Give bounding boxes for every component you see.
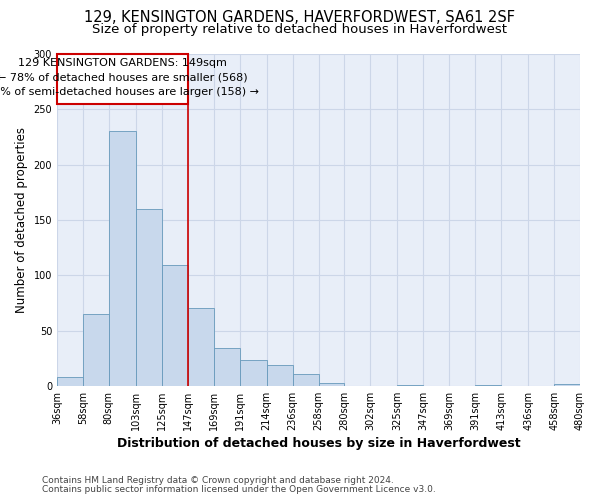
- Bar: [266, 365, 293, 386]
- Text: 129, KENSINGTON GARDENS, HAVERFORDWEST, SA61 2SF: 129, KENSINGTON GARDENS, HAVERFORDWEST, …: [85, 10, 515, 25]
- Bar: [214, 348, 239, 386]
- Bar: [293, 374, 319, 386]
- Bar: [83, 314, 109, 386]
- Bar: [554, 384, 580, 386]
- Text: 22% of semi-detached houses are larger (158) →: 22% of semi-detached houses are larger (…: [0, 87, 259, 97]
- Text: ← 78% of detached houses are smaller (568): ← 78% of detached houses are smaller (56…: [0, 73, 248, 83]
- Bar: [188, 308, 214, 386]
- Bar: [162, 266, 188, 386]
- Bar: [136, 209, 162, 386]
- Bar: [109, 132, 136, 386]
- Bar: [239, 360, 266, 386]
- Text: Contains HM Land Registry data © Crown copyright and database right 2024.: Contains HM Land Registry data © Crown c…: [42, 476, 394, 485]
- Bar: [475, 384, 501, 386]
- Text: Contains public sector information licensed under the Open Government Licence v3: Contains public sector information licen…: [42, 485, 436, 494]
- Bar: [397, 384, 424, 386]
- Bar: [57, 54, 188, 104]
- X-axis label: Distribution of detached houses by size in Haverfordwest: Distribution of detached houses by size …: [117, 437, 520, 450]
- Text: Size of property relative to detached houses in Haverfordwest: Size of property relative to detached ho…: [92, 22, 508, 36]
- Y-axis label: Number of detached properties: Number of detached properties: [15, 127, 28, 313]
- Text: 129 KENSINGTON GARDENS: 149sqm: 129 KENSINGTON GARDENS: 149sqm: [18, 58, 227, 68]
- Bar: [319, 382, 344, 386]
- Bar: [57, 377, 83, 386]
